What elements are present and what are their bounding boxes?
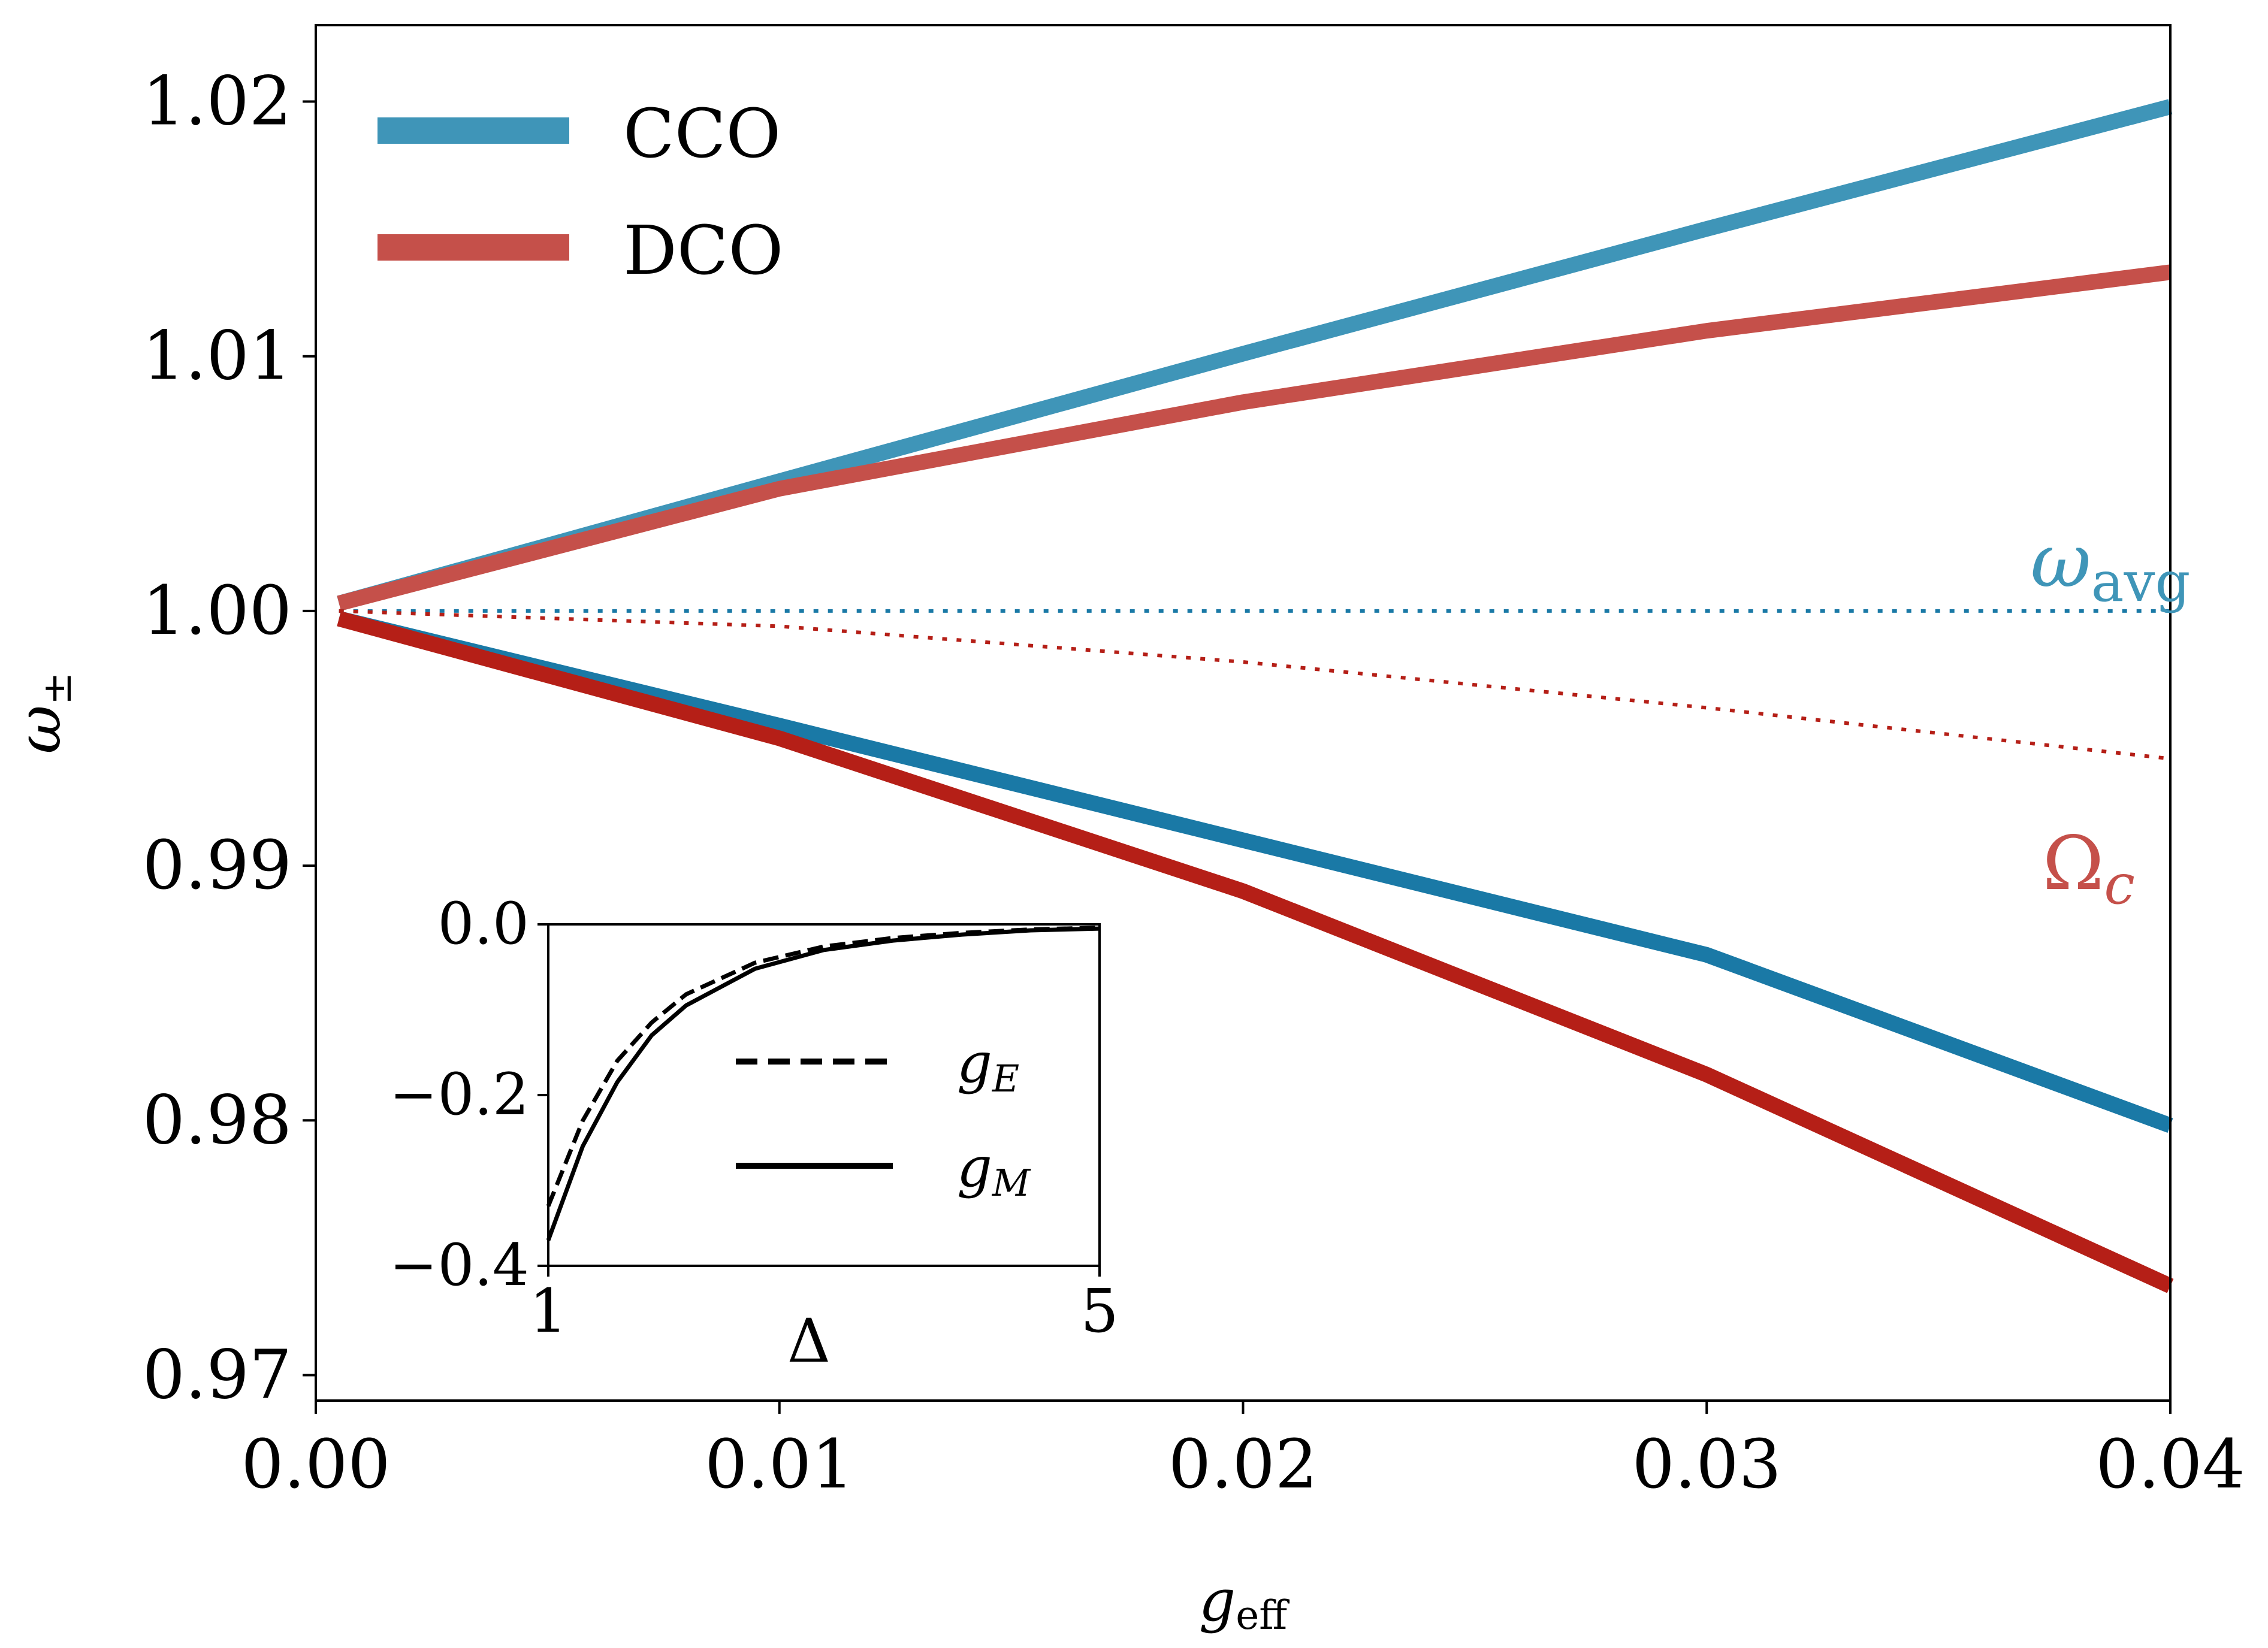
annotation-omega-c-base: Ω xyxy=(2043,821,2104,907)
inset-legend-label-gm: gM xyxy=(957,1135,1031,1205)
main-series-line-cco-lower xyxy=(337,611,2173,1133)
main-x-axis-label-sub: eff xyxy=(1236,1592,1289,1638)
inset-legend-label-gm-base: g xyxy=(957,1135,992,1199)
inset-y-tick-label: 0.0 xyxy=(437,890,529,957)
main-y-tick-label: 1.01 xyxy=(143,317,292,395)
inset-x-tick-label: 5 xyxy=(1080,1276,1119,1346)
main-x-tick-label: 0.02 xyxy=(1168,1426,1318,1504)
inset-legend-label-ge: gE xyxy=(957,1031,1019,1100)
main-x-tick-label: 0.04 xyxy=(2095,1426,2245,1504)
inset-series-group xyxy=(546,926,1100,1241)
main-series-group xyxy=(337,99,2174,1293)
main-y-axis-label: ω± xyxy=(4,672,80,754)
inset-y-ticks: 0.0 −0.2 −0.4 xyxy=(389,890,548,1299)
main-y-tick-label: 0.98 xyxy=(143,1081,292,1159)
main-x-ticks: 0.00 0.01 0.02 0.03 0.04 xyxy=(241,1401,2245,1504)
annotation-omega-avg-sub: avg xyxy=(2091,550,2191,614)
inset-legend-label-ge-sub: E xyxy=(992,1057,1019,1100)
inset-legend-label-gm-sub: M xyxy=(992,1161,1031,1205)
main-series-line-dco-upper xyxy=(337,264,2172,611)
inset-y-tick-label: −0.4 xyxy=(389,1232,529,1299)
inset-y-tick-label: −0.2 xyxy=(389,1061,529,1128)
inset-series-line-gm xyxy=(546,926,1100,1241)
main-y-ticks: 0.97 0.98 0.99 1.00 1.01 1.02 xyxy=(143,63,316,1414)
main-y-axis-label-sub: ± xyxy=(34,672,80,705)
annotation-omega-avg-base: ω xyxy=(2031,518,2091,604)
annotation-omega-c-sub: c xyxy=(2104,852,2135,917)
main-legend: CCO DCO xyxy=(378,95,783,290)
annotation-omega-avg: ωavg xyxy=(2031,518,2191,614)
main-x-axis-label: geff xyxy=(1199,1567,1290,1638)
legend-label-dco: DCO xyxy=(623,212,783,290)
main-y-tick-label: 0.97 xyxy=(143,1336,292,1414)
inset-legend: gE gM xyxy=(736,1031,1031,1205)
main-x-tick-label: 0.00 xyxy=(241,1426,390,1504)
main-y-tick-label: 1.02 xyxy=(143,63,292,141)
legend-label-cco: CCO xyxy=(623,95,781,173)
main-y-tick-label: 0.99 xyxy=(143,827,292,905)
annotation-omega-c: Ωc xyxy=(2043,821,2135,917)
main-x-axis-label-base: g xyxy=(1199,1567,1236,1634)
main-plot: 0.00 0.01 0.02 0.03 0.04 0.970.980.991.001.0… xyxy=(4,24,2245,1638)
main-x-tick-label: 0.03 xyxy=(1632,1426,1781,1504)
main-series-line-c xyxy=(339,609,2171,761)
inset-series-line-ge xyxy=(546,926,1100,1207)
main-x-tick-label: 0.01 xyxy=(705,1426,854,1504)
main-y-tick-label: 1.00 xyxy=(143,572,292,650)
main-y-axis-label-base: ω xyxy=(4,705,74,754)
inset-legend-label-ge-base: g xyxy=(957,1031,992,1095)
inset-x-tick-label: 1 xyxy=(529,1276,567,1346)
main-series-line-dco-lower xyxy=(337,611,2174,1293)
inset-x-axis-label: Δ xyxy=(787,1306,831,1376)
